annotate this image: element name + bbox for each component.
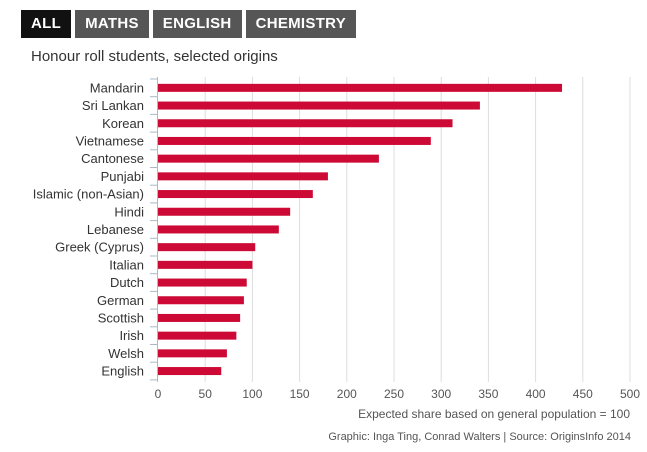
x-tick-label: 400: [526, 387, 546, 401]
bar: [158, 83, 563, 92]
category-label: Korean: [102, 116, 144, 131]
category-label: Hindi: [114, 204, 144, 219]
category-label: Punjabi: [101, 169, 144, 184]
x-tick-label: 250: [384, 387, 404, 401]
category-label: Mandarin: [90, 80, 144, 95]
x-tick-label: 150: [290, 387, 310, 401]
bar: [158, 278, 247, 287]
bar: [158, 119, 453, 128]
category-label: German: [97, 293, 144, 308]
x-tick-label: 200: [337, 387, 357, 401]
bar: [158, 331, 237, 340]
tab-english[interactable]: ENGLISH: [152, 10, 242, 38]
category-label: Islamic (non-Asian): [33, 187, 144, 202]
bar: [158, 190, 313, 199]
bar: [158, 154, 379, 163]
x-tick-label: 450: [573, 387, 593, 401]
category-label: Greek (Cyprus): [55, 240, 144, 255]
category-label: Italian: [109, 257, 144, 272]
bar: [158, 225, 279, 234]
category-label: Vietnamese: [76, 133, 144, 148]
bar: [158, 349, 227, 358]
bar: [158, 207, 291, 216]
bar: [158, 172, 328, 181]
bar: [158, 136, 431, 145]
category-label: Dutch: [110, 275, 144, 290]
bar: [158, 367, 222, 376]
tab-bar: ALL MATHS ENGLISH CHEMISTRY: [21, 10, 360, 38]
category-label: Welsh: [108, 346, 144, 361]
category-label: Cantonese: [81, 151, 144, 166]
x-tick-label: 350: [478, 387, 498, 401]
x-tick-label: 100: [242, 387, 262, 401]
tab-maths[interactable]: MATHS: [75, 10, 149, 38]
x-tick-label: 50: [199, 387, 213, 401]
category-label: English: [101, 364, 144, 379]
category-label: Lebanese: [87, 222, 144, 237]
chart-subtitle: Honour roll students, selected origins: [31, 48, 278, 65]
category-label: Scottish: [98, 310, 144, 325]
category-label: Sri Lankan: [82, 98, 144, 113]
x-tick-label: 300: [431, 387, 451, 401]
x-tick-label: 500: [620, 387, 640, 401]
tab-all[interactable]: ALL: [21, 10, 72, 38]
tab-chemistry[interactable]: CHEMISTRY: [245, 10, 357, 38]
bar: [158, 101, 480, 110]
x-axis-title: Expected share based on general populati…: [358, 407, 630, 421]
bar: [158, 260, 253, 269]
x-tick-label: 0: [155, 387, 162, 401]
bar: [158, 296, 244, 305]
category-label: Irish: [119, 328, 144, 343]
source-credit: Graphic: Inga Ting, Conrad Walters | Sou…: [328, 431, 631, 443]
bar: [158, 243, 256, 252]
bar: [158, 313, 241, 322]
